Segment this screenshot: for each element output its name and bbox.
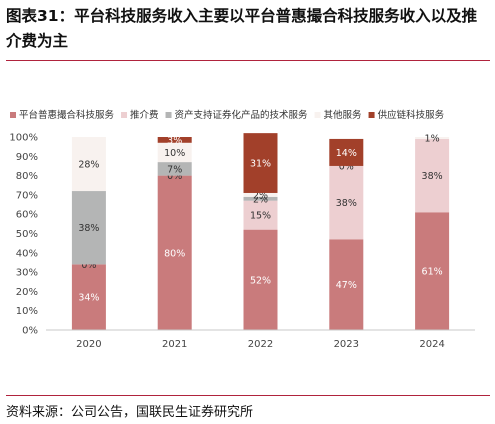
source-divider: [6, 395, 490, 396]
title-divider: [6, 60, 490, 61]
legend-label-2: 资产支持证券化产品的技术服务: [175, 109, 309, 121]
bar-segment: [71, 264, 106, 330]
data-label: 0%: [167, 171, 182, 182]
legend-label-4: 供应链科技服务: [378, 109, 445, 121]
bar-segment: [243, 200, 278, 230]
bar-segment: [415, 212, 450, 330]
bar-segment: [329, 165, 364, 240]
bar-segment: [243, 133, 278, 193]
y-tick-label: 60%: [16, 210, 38, 221]
data-label: 10%: [164, 148, 185, 159]
y-tick-label: 20%: [16, 287, 38, 298]
bar-segment: [415, 137, 450, 139]
legend-swatch-3: [314, 112, 321, 118]
data-label: 38%: [78, 223, 99, 234]
figure-title: 图表31：平台科技服务收入主要以平台普惠撮合科技服务收入以及推介费为主: [6, 4, 490, 54]
y-tick-label: 70%: [16, 190, 38, 201]
bar-segment: [157, 162, 192, 176]
x-tick-label: 2021: [162, 339, 187, 350]
data-label: 38%: [422, 171, 443, 182]
y-tick-label: 100%: [9, 133, 38, 144]
bar-segment: [157, 137, 192, 143]
bar-segment: [243, 192, 278, 197]
figure-number: 图表31：: [6, 7, 75, 25]
data-label: 34%: [78, 293, 99, 304]
bar-segment: [71, 137, 106, 192]
data-label: 2%: [253, 190, 268, 201]
y-tick-label: 0%: [22, 326, 38, 337]
x-tick-label: 2024: [419, 339, 444, 350]
data-label: 0%: [339, 161, 354, 172]
data-label: 15%: [250, 211, 271, 222]
data-label: 2%: [253, 194, 268, 205]
legend-swatch-2: [165, 112, 172, 118]
data-label: 61%: [422, 267, 443, 278]
y-tick-label: 30%: [16, 268, 38, 279]
data-label: 1%: [425, 133, 440, 144]
y-axis: 0% 10% 20% 30% 40% 50% 60% 70% 80% 90% 100%: [9, 133, 38, 337]
y-tick-label: 90%: [16, 152, 38, 163]
data-label: 47%: [336, 280, 357, 291]
x-tick-label: 2020: [76, 339, 101, 350]
y-tick-label: 80%: [16, 171, 38, 182]
bar-segment: [157, 175, 192, 330]
bar-segment: [415, 138, 450, 213]
legend-label-0: 平台普惠撮合科技服务: [19, 109, 115, 121]
legend-swatch-1: [121, 112, 128, 118]
y-tick-label: 50%: [16, 229, 38, 240]
data-label: 14%: [336, 148, 357, 159]
x-tick-label: 2022: [248, 339, 273, 350]
chart-legend: 平台普惠撮合科技服务 推介费 资产支持证券化产品的技术服务 其他服务 供应链科技服务: [10, 109, 445, 121]
data-label: 7%: [167, 164, 182, 175]
figure-title-text: 平台科技服务收入主要以平台普惠撮合科技服务收入以及推介费为主: [6, 7, 478, 50]
bar-segment: [329, 138, 364, 166]
legend-label-1: 推介费: [130, 109, 159, 121]
y-tick-label: 40%: [16, 248, 38, 259]
bar-segment: [243, 229, 278, 330]
data-label: 3%: [167, 135, 182, 146]
data-label: 31%: [250, 159, 271, 170]
data-label: 52%: [250, 275, 271, 286]
legend-swatch-0: [10, 112, 16, 118]
source-note: 资料来源：公司公告，国联民生证券研究所: [6, 405, 254, 420]
bar-segment: [157, 142, 192, 163]
data-label: 80%: [164, 248, 185, 259]
x-tick-label: 2023: [334, 339, 359, 350]
y-tick-label: 10%: [16, 306, 38, 317]
stacked-bar-chart: 平台普惠撮合科技服务 推介费 资产支持证券化产品的技术服务 其他服务 供应链科技服务 0…: [9, 109, 475, 350]
legend-label-3: 其他服务: [324, 109, 363, 121]
bar-segment: [243, 196, 278, 201]
data-label: 28%: [78, 160, 99, 171]
bar-series: 34%0%38%28%80%0%7%10%3%52%15%2%2%31%47%3…: [71, 133, 450, 330]
bar-segment: [329, 239, 364, 330]
bar-segment: [71, 191, 106, 265]
legend-swatch-4: [368, 112, 375, 118]
x-axis: 2020 2021 2022 2023 2024: [46, 329, 475, 350]
data-label: 38%: [336, 198, 357, 209]
data-label: 0%: [81, 260, 96, 271]
